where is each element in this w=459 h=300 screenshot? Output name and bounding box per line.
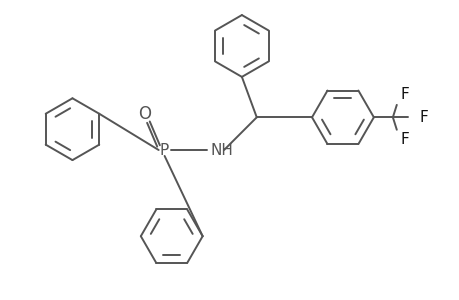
Text: F: F — [399, 87, 408, 102]
Text: NH: NH — [211, 142, 233, 158]
Text: F: F — [399, 132, 408, 147]
Text: P: P — [160, 142, 169, 158]
Text: F: F — [419, 110, 427, 125]
Text: O: O — [138, 105, 151, 123]
